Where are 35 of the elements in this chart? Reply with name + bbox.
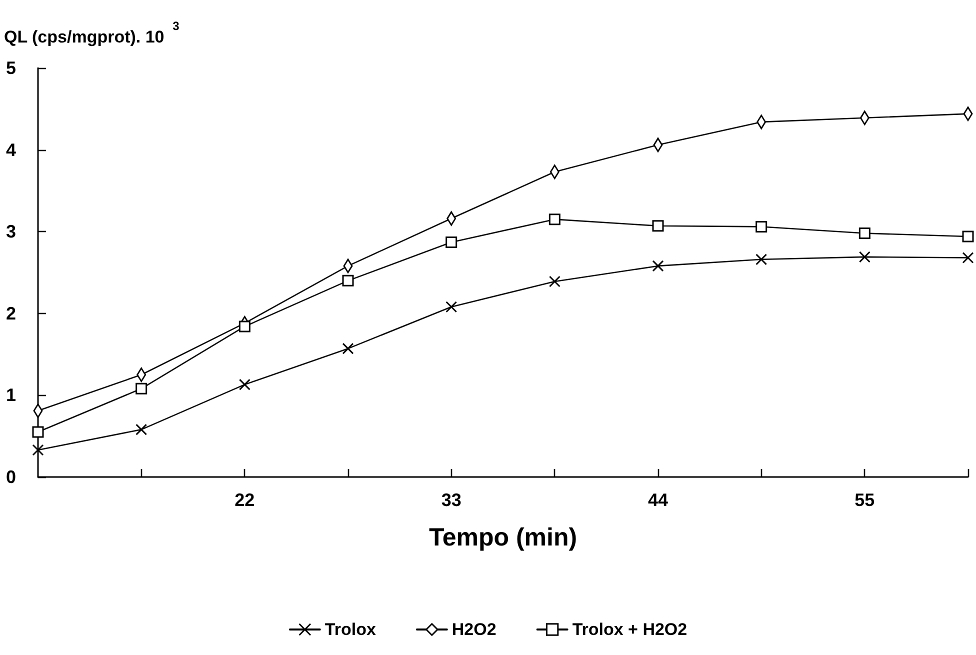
point <box>446 301 458 313</box>
legend-label: Trolox <box>324 620 376 639</box>
y-tick-label: 2 <box>6 303 16 324</box>
point <box>136 424 148 436</box>
legend-label: H2O2 <box>452 620 496 639</box>
point <box>548 276 560 288</box>
point <box>652 220 664 232</box>
y-tick-label: 0 <box>6 467 16 487</box>
y-tick-label: 4 <box>6 140 16 160</box>
y-tick-label: 1 <box>6 385 16 406</box>
x-axis-title: Tempo (min) <box>428 524 578 552</box>
point <box>962 230 974 242</box>
point <box>858 251 870 263</box>
legend-label: Trolox + H2O2 <box>572 620 688 639</box>
point <box>342 342 354 354</box>
point <box>136 382 148 394</box>
x-tick-label: 44 <box>648 490 668 510</box>
point <box>756 254 768 266</box>
x-tick-label: 33 <box>441 490 462 510</box>
point <box>238 378 250 390</box>
point <box>962 252 974 264</box>
point <box>756 220 768 232</box>
x-tick-label: 55 <box>854 490 875 510</box>
x-tick-label: 22 <box>234 490 255 510</box>
y-axis-title: QL (cps/mgprot). 103 <box>4 19 180 46</box>
point <box>652 260 664 272</box>
point <box>858 227 870 239</box>
point <box>548 214 560 226</box>
y-tick-label: 5 <box>6 58 16 78</box>
point <box>32 426 44 438</box>
point <box>446 236 458 248</box>
point <box>342 274 354 286</box>
point <box>32 444 44 456</box>
point <box>238 320 250 332</box>
y-tick-label: 3 <box>6 222 16 242</box>
